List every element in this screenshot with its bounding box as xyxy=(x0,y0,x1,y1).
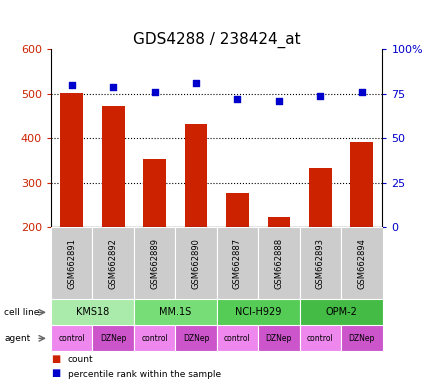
Text: count: count xyxy=(68,355,94,364)
Text: ■: ■ xyxy=(51,354,60,364)
Bar xyxy=(300,227,341,300)
Text: percentile rank within the sample: percentile rank within the sample xyxy=(68,369,221,379)
Bar xyxy=(258,325,300,351)
Bar xyxy=(92,227,134,300)
Bar xyxy=(300,300,382,325)
Text: MM.1S: MM.1S xyxy=(159,307,191,317)
Text: GSM662894: GSM662894 xyxy=(357,238,366,289)
Bar xyxy=(341,325,382,351)
Point xyxy=(275,98,282,104)
Text: GSM662888: GSM662888 xyxy=(275,238,283,289)
Text: control: control xyxy=(58,334,85,343)
Title: GDS4288 / 238424_at: GDS4288 / 238424_at xyxy=(133,32,300,48)
Bar xyxy=(60,93,83,227)
Text: GSM662893: GSM662893 xyxy=(316,238,325,289)
Bar xyxy=(267,217,290,227)
Point xyxy=(68,82,75,88)
Bar xyxy=(102,106,125,227)
Bar xyxy=(51,325,92,351)
Bar xyxy=(134,325,175,351)
Text: GSM662887: GSM662887 xyxy=(233,238,242,289)
Bar xyxy=(217,227,258,300)
Bar xyxy=(258,227,300,300)
Text: GSM662889: GSM662889 xyxy=(150,238,159,289)
Text: control: control xyxy=(141,334,168,343)
Bar xyxy=(51,227,92,300)
Text: DZNep: DZNep xyxy=(100,334,126,343)
Bar xyxy=(175,325,217,351)
Bar xyxy=(300,325,341,351)
Bar xyxy=(143,159,166,227)
Point xyxy=(358,89,365,95)
Text: GSM662890: GSM662890 xyxy=(192,238,201,289)
Bar xyxy=(217,300,300,325)
Point xyxy=(110,84,116,90)
Text: DZNep: DZNep xyxy=(266,334,292,343)
Point xyxy=(317,93,324,99)
Bar xyxy=(350,142,373,227)
Text: control: control xyxy=(224,334,251,343)
Text: cell line: cell line xyxy=(4,308,40,317)
Text: NCI-H929: NCI-H929 xyxy=(235,307,281,317)
Text: DZNep: DZNep xyxy=(348,334,375,343)
Bar xyxy=(92,325,134,351)
Bar xyxy=(134,227,175,300)
Text: ■: ■ xyxy=(51,368,60,378)
Text: KMS18: KMS18 xyxy=(76,307,109,317)
Point xyxy=(193,80,199,86)
Point xyxy=(234,96,241,102)
Bar xyxy=(217,325,258,351)
Text: OPM-2: OPM-2 xyxy=(325,307,357,317)
Text: agent: agent xyxy=(4,334,31,343)
Text: GSM662891: GSM662891 xyxy=(67,238,76,289)
Point xyxy=(151,89,158,95)
Bar xyxy=(51,300,134,325)
Bar xyxy=(341,227,382,300)
Bar xyxy=(226,193,249,227)
Bar xyxy=(175,227,217,300)
Text: DZNep: DZNep xyxy=(183,334,209,343)
Text: control: control xyxy=(307,334,334,343)
Bar xyxy=(134,300,217,325)
Text: GSM662892: GSM662892 xyxy=(109,238,118,289)
Bar xyxy=(309,168,332,227)
Bar xyxy=(184,124,207,227)
